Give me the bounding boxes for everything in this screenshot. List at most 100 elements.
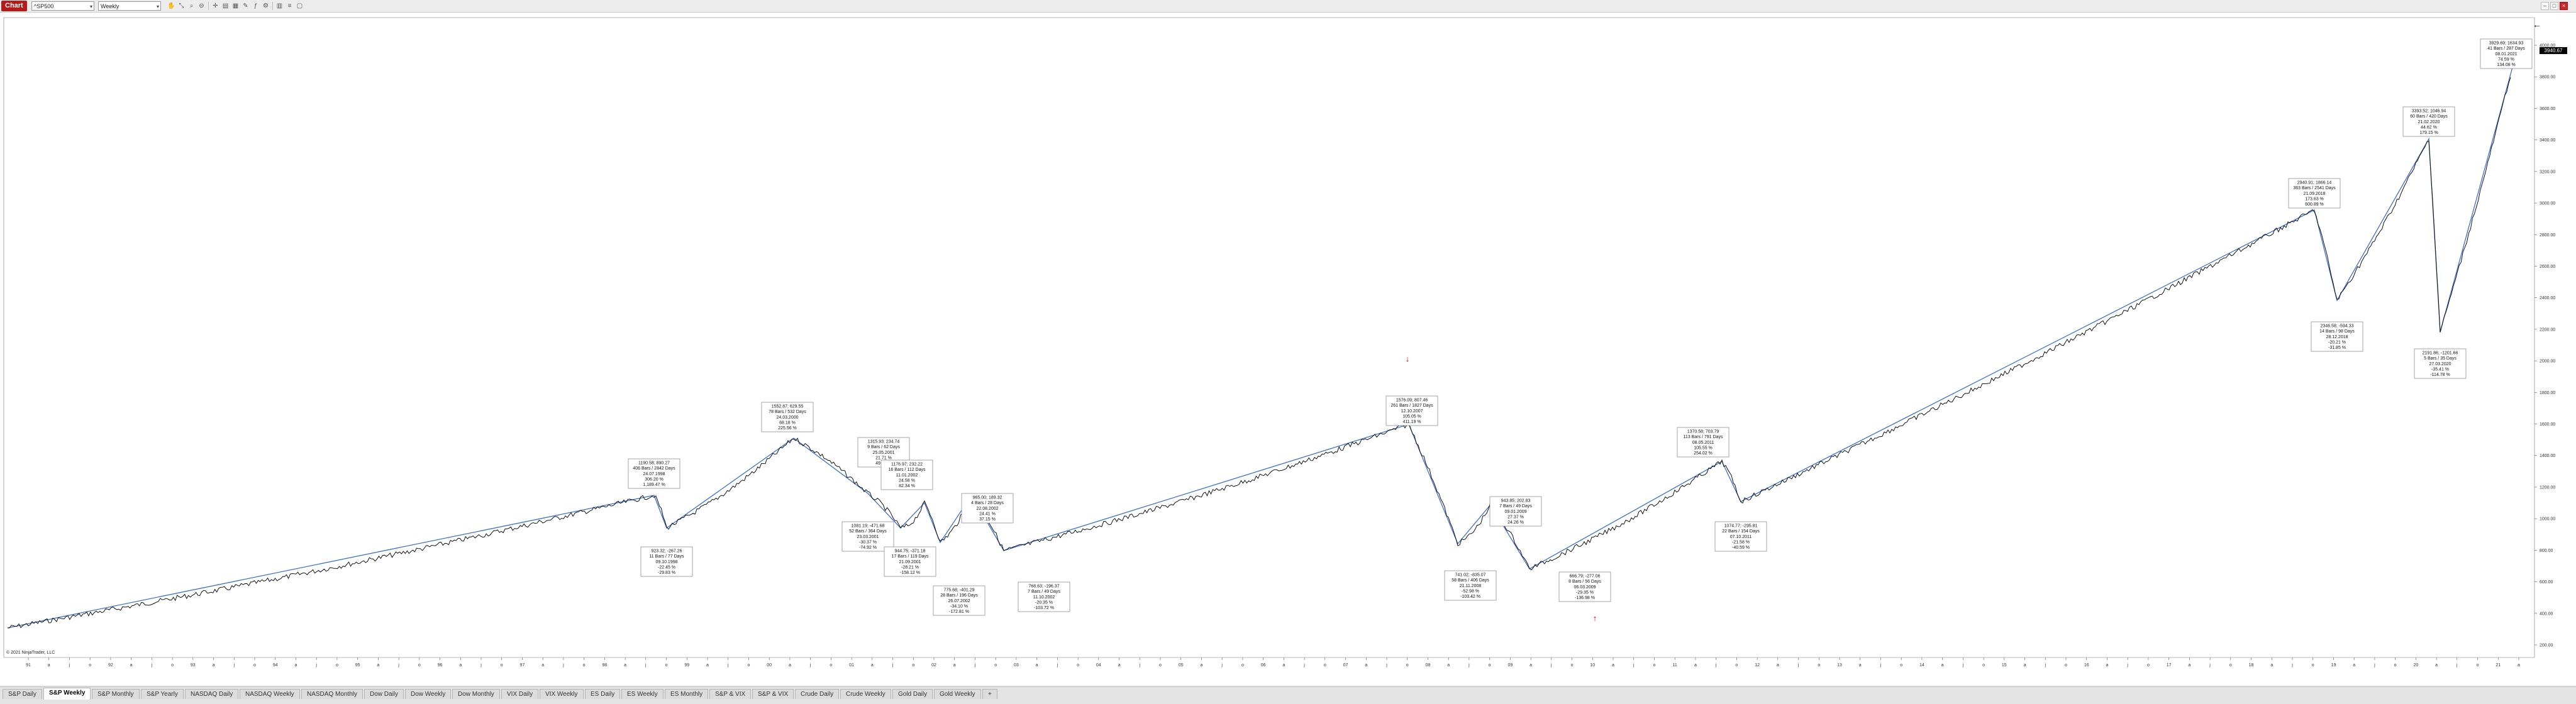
time-tick-label: o <box>1735 663 1738 668</box>
swing-label-box <box>1489 496 1542 527</box>
time-tick-label: j <box>809 663 811 668</box>
maximize-icon[interactable]: □ <box>2550 2 2558 10</box>
workspace-tab[interactable]: S&P & VIX <box>709 689 752 699</box>
template-icon[interactable]: ▥ <box>276 3 283 9</box>
workspace-tab[interactable]: VIX Daily <box>501 689 539 699</box>
time-tick-label: a <box>624 663 626 668</box>
workspace-tab[interactable]: ES Weekly <box>621 689 663 699</box>
toolbar-divider <box>272 2 273 10</box>
swing-label-line: 24.41 % <box>979 512 996 516</box>
swing-label-line: 254.02 % <box>1694 451 1713 456</box>
workspace-tab[interactable]: NASDAQ Daily <box>185 689 239 699</box>
workspace-tab[interactable]: Dow Weekly <box>405 689 452 699</box>
time-tick-label: j <box>397 663 399 668</box>
price-tick-label: 600.00 <box>2540 580 2553 585</box>
chevron-down-icon: ▾ <box>156 4 159 9</box>
time-tick-label: o <box>1982 663 1985 668</box>
time-tick-label: a <box>459 663 462 668</box>
time-tick-label: o <box>171 663 174 668</box>
workspace-tab[interactable]: VIX Weekly <box>540 689 584 699</box>
price-tick-label: 200.00 <box>2540 644 2553 648</box>
zoom-icon[interactable]: ⤡ <box>179 3 184 9</box>
time-tick-label: o <box>665 663 668 668</box>
add-tab-button[interactable]: + <box>982 689 997 699</box>
time-tick-label: a <box>2270 663 2273 668</box>
settings-icon[interactable]: ≡ <box>287 3 292 9</box>
attach-icon[interactable]: ▢ <box>296 3 303 9</box>
swing-label-line: -30.37 % <box>859 540 877 544</box>
time-tick-label: j <box>1303 663 1305 668</box>
indicator-icon[interactable]: ƒ <box>253 3 258 9</box>
crosshair-icon[interactable]: ✛ <box>213 3 218 9</box>
swing-label-line: 179.15 % <box>2419 131 2438 135</box>
workspace-tab[interactable]: Gold Daily <box>892 689 933 699</box>
time-tick-label: o <box>89 663 91 668</box>
scroll-back-arrow-icon[interactable]: ← <box>2533 19 2541 30</box>
price-chart-panel[interactable]: 4000.00 3800.00 3600.00 3400.00 3200.00 3000.… <box>0 13 2576 685</box>
swing-label-box <box>2311 321 2363 352</box>
swing-label-line: 923.32; -267.26 <box>651 549 682 554</box>
workspace-tab[interactable]: Dow Monthly <box>452 689 500 699</box>
workspace-tab[interactable]: Crude Weekly <box>840 689 891 699</box>
time-tick-label: a <box>1612 663 1614 668</box>
close-icon[interactable]: × <box>2560 2 2568 10</box>
instrument-selector[interactable]: ^SP500 ▾ <box>31 1 94 11</box>
time-tick-label: 19 <box>2331 663 2336 668</box>
swing-label-line: -28.21 % <box>901 565 919 569</box>
swing-label-line: 225.56 % <box>778 426 797 431</box>
workspace-tab[interactable]: S&P Weekly <box>43 688 91 700</box>
workspace-tab[interactable]: ES Monthly <box>665 689 709 699</box>
workspace-tab[interactable]: Gold Weekly <box>934 689 981 699</box>
swing-label-line: -52.98 % <box>1462 589 1479 593</box>
hand-icon[interactable]: ✋ <box>167 3 175 9</box>
time-tick-label: 11 <box>1673 663 1677 668</box>
chart-menu-button[interactable]: Chart <box>1 1 27 11</box>
time-tick-label: 98 <box>602 663 607 668</box>
time-tick-label: 09 <box>1507 663 1513 668</box>
minimize-icon[interactable]: – <box>2541 2 2549 10</box>
interval-selector[interactable]: Weekly ▾ <box>98 1 161 11</box>
price-chart[interactable]: 4000.00 3800.00 3600.00 3400.00 3200.00 3000.… <box>0 13 2576 685</box>
time-tick-label: 99 <box>684 663 689 668</box>
drawing-icon[interactable]: ✎ <box>243 3 248 9</box>
last-price-label: 3940.67 <box>2545 48 2563 53</box>
swing-label-line: 22 Bars / 154 Days <box>1722 529 1760 534</box>
workspace-tab[interactable]: S&P Yearly <box>141 689 184 699</box>
workspace-tab[interactable]: Crude Daily <box>795 689 840 699</box>
workspace-tab[interactable]: S&P & VIX <box>752 689 794 699</box>
time-tick-label: a <box>2353 663 2355 668</box>
strategy-icon[interactable]: ⚙ <box>263 3 269 9</box>
swing-label-box <box>1018 581 1070 612</box>
data-box-icon[interactable]: ▦ <box>232 3 239 9</box>
swing-label-line: 60 Bars / 420 Days <box>2410 114 2448 119</box>
price-tick-label: 2400.00 <box>2540 296 2555 300</box>
time-tick-label: 05 <box>1179 663 1184 668</box>
time-tick-label: a <box>1694 663 1697 668</box>
properties-icon[interactable]: ▤ <box>222 3 229 9</box>
time-tick-label: j <box>1138 663 1140 668</box>
swing-label: 943.85; 202.837 Bars / 49 Days09.01.2009… <box>1489 496 1542 527</box>
price-tick-label: 3600.00 <box>2540 107 2555 111</box>
swing-label-line: 134.08 % <box>2497 63 2516 67</box>
arrow-up-icon: ↑ <box>1593 613 1597 623</box>
workspace-tab[interactable]: Dow Daily <box>364 689 404 699</box>
time-tick-label: o <box>1241 663 1244 668</box>
zoom-out-icon[interactable]: ⊖ <box>199 3 204 9</box>
swing-label-line: 411.19 % <box>1402 420 1421 424</box>
workspace-tab[interactable]: S&P Monthly <box>92 689 140 699</box>
workspace-tab[interactable]: S&P Daily <box>3 689 42 699</box>
time-tick-label: 00 <box>767 663 772 668</box>
time-tick-label: o <box>830 663 832 668</box>
swing-label-line: 23.03.2001 <box>857 535 879 539</box>
workspace-tab[interactable]: ES Daily <box>585 689 621 699</box>
swing-label-line: 768.63; -196.37 <box>1028 585 1059 589</box>
time-tick-label: o <box>1406 663 1409 668</box>
swing-label-line: 1,189.47 % <box>643 483 665 487</box>
workspace-tab[interactable]: NASDAQ Monthly <box>301 689 364 699</box>
search-icon[interactable]: ⌕ <box>189 3 194 9</box>
workspace-tab[interactable]: NASDAQ Weekly <box>240 689 300 699</box>
swing-label-line: -114.78 % <box>2430 373 2450 377</box>
swing-label-line: 11.10.2002 <box>1033 595 1055 600</box>
swing-label: 768.63; -196.377 Bars / 49 Days11.10.200… <box>1018 581 1070 612</box>
swing-label-line: 09.01.2009 <box>1504 510 1526 514</box>
